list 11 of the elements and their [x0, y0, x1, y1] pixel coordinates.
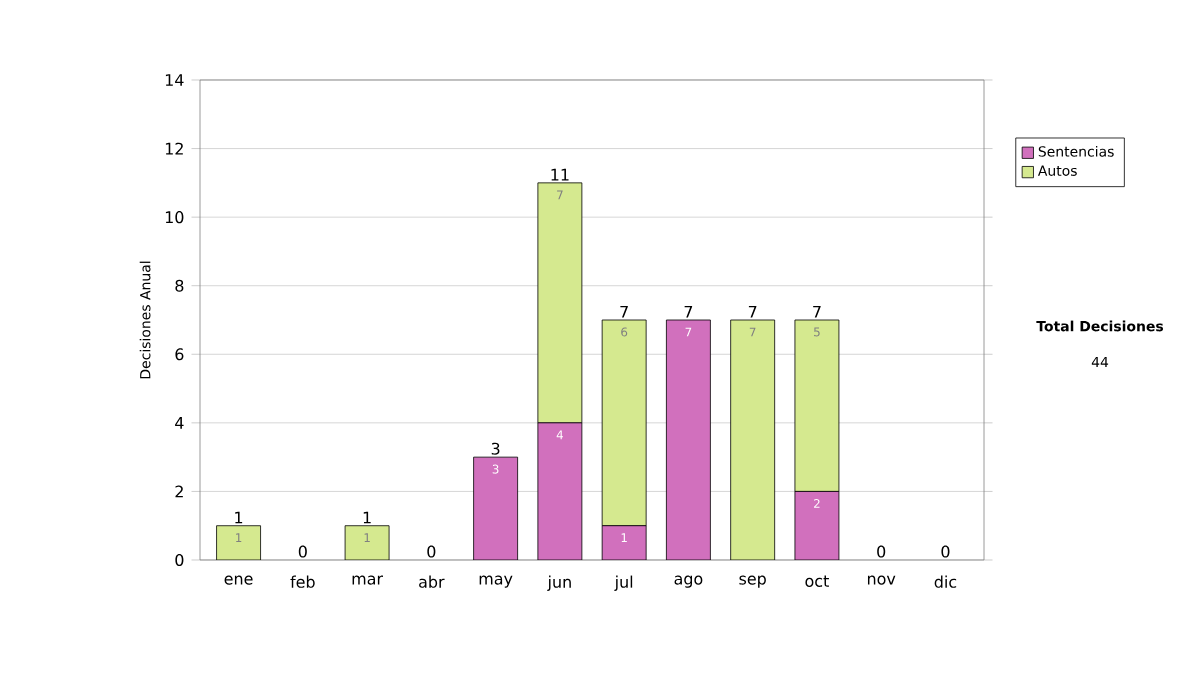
bar	[730, 319, 776, 560]
bar	[794, 319, 840, 492]
bar	[666, 319, 711, 560]
bar	[794, 491, 840, 560]
bar	[601, 525, 647, 560]
bar	[601, 319, 647, 527]
bar	[537, 422, 583, 560]
bar	[344, 525, 390, 560]
bar	[216, 525, 261, 560]
bar	[537, 182, 583, 424]
bar	[473, 456, 519, 560]
